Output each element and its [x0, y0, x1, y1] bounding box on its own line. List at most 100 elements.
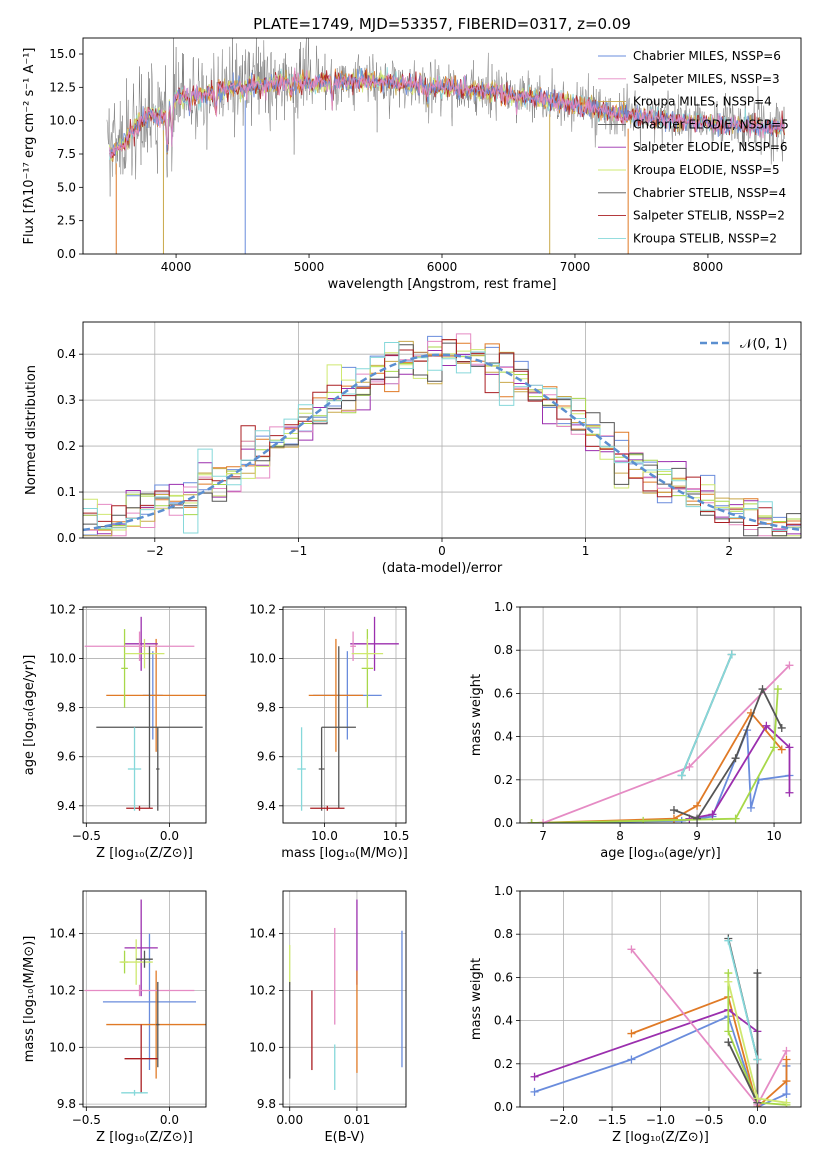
y-tick-label: 0.4 — [494, 730, 513, 744]
x-tick-label: 5000 — [294, 260, 325, 274]
series-marker — [773, 685, 782, 694]
x-tick-label: −0.5 — [694, 1113, 723, 1127]
series-marker — [669, 814, 678, 823]
y-tick-label: 10.0 — [49, 652, 76, 666]
age-vs-Z-plot-area — [84, 616, 206, 811]
y-tick-label: 2.5 — [57, 214, 76, 228]
y-tick-label: 9.6 — [257, 750, 276, 764]
error-point — [124, 1024, 158, 1093]
error-point — [318, 727, 325, 811]
residual-legend: 𝒩(0, 1) — [700, 337, 787, 352]
series-marker — [724, 1027, 733, 1036]
error-point — [310, 805, 345, 811]
series-marker — [762, 721, 771, 730]
y-tick-label: 7.5 — [57, 147, 76, 161]
residual-histogram — [83, 339, 801, 532]
y-axis-label: age [log₁₀(age/yr)] — [22, 655, 37, 776]
error-point — [321, 646, 356, 809]
y-tick-label: 10.2 — [49, 983, 76, 997]
y-tick-label: 0.2 — [57, 439, 76, 453]
series-marker — [693, 814, 702, 823]
mass-vs-ebv-plot-area — [289, 899, 403, 1090]
x-axis-label: wavelength [Angstrom, rest frame] — [328, 277, 557, 292]
y-axis-label: mass weight — [469, 674, 484, 756]
axes-frame — [282, 890, 407, 1108]
error-point — [136, 950, 153, 968]
y-tick-label: 10.0 — [49, 114, 76, 128]
series-marker — [782, 1098, 791, 1107]
y-axis-label: mass [log₁₀(M/M⊙)] — [22, 936, 37, 1063]
series-line — [527, 726, 794, 823]
y-tick-label: 0.0 — [494, 1100, 513, 1114]
residuals-panel: −2 −1 0 1 2 0.0 0.1 0.2 0.3 0.4 (data-model)/error… — [24, 321, 802, 576]
weight-vs-age-plot-area — [527, 650, 794, 823]
error-point — [121, 629, 128, 708]
y-tick-label: 9.4 — [257, 799, 276, 813]
weight-vs-age-panel: 7 8 9 10 0.0 0.2 0.4 0.6 0.8 1.0 age [log₁₀(age/yr… — [469, 600, 802, 861]
series-marker — [527, 819, 536, 823]
error-point — [84, 631, 195, 661]
y-tick-label: 0.0 — [494, 816, 513, 830]
legend-label: Kroupa ELODIE, NSSP=5 — [633, 163, 780, 177]
y-axis-label: Normed distribution — [24, 365, 39, 495]
series-marker — [708, 810, 717, 819]
y-tick-label: 0.0 — [57, 247, 76, 261]
series-marker — [753, 1055, 762, 1064]
age-vs-Z-panel: −0.5 0.0 9.4 9.6 9.8 10.0 10.2 Z [log₁₀(Z/Z⊙)] a… — [22, 602, 207, 861]
x-tick-label: −2 — [146, 544, 164, 558]
series-marker — [782, 1077, 791, 1086]
y-tick-label: 10.0 — [249, 1040, 276, 1054]
y-tick-label: 0.4 — [494, 1014, 513, 1028]
series-marker — [777, 723, 786, 732]
y-tick-label: 0.4 — [57, 347, 76, 361]
x-tick-label: 10.0 — [311, 829, 338, 843]
error-point — [124, 616, 158, 671]
series-marker — [627, 1055, 636, 1064]
x-tick-label: 6000 — [427, 260, 458, 274]
y-tick-label: 9.8 — [257, 701, 276, 715]
series-marker — [782, 1090, 791, 1099]
legend-label: Salpeter STELIB, NSSP=2 — [633, 209, 785, 223]
x-tick-label: 10.5 — [383, 829, 410, 843]
model-spectrum — [109, 67, 785, 159]
axes-frame — [82, 606, 207, 824]
y-axis-label: mass weight — [469, 958, 484, 1040]
series-path — [531, 689, 779, 823]
x-tick-label: 2 — [725, 544, 733, 558]
gaussian-curve — [83, 353, 801, 532]
series-marker — [753, 1094, 762, 1103]
x-tick-label: 0.0 — [160, 1113, 179, 1127]
x-tick-label: −1.5 — [597, 1113, 626, 1127]
series-line — [539, 661, 794, 823]
y-tick-label: 15.0 — [49, 47, 76, 61]
legend-label: Chabrier STELIB, NSSP=4 — [633, 186, 786, 200]
x-tick-label: 10 — [766, 829, 781, 843]
y-tick-label: 10.2 — [249, 983, 276, 997]
series-path — [727, 973, 787, 1106]
x-axis-label: mass [log₁₀(M/M⊙)] — [281, 846, 408, 861]
error-point — [106, 638, 206, 752]
y-tick-label: 0.1 — [57, 485, 76, 499]
x-axis-label: Z [log₁₀(Z/Z⊙)] — [96, 846, 193, 861]
legend-label: 𝒩(0, 1) — [740, 337, 787, 352]
series-marker — [770, 743, 779, 752]
mass-vs-Z-panel: −0.5 0.0 9.8 10.0 10.2 10.4 Z [log₁₀(Z/Z⊙)] mas… — [22, 890, 207, 1145]
y-tick-label: 10.2 — [249, 602, 276, 616]
series-marker — [785, 661, 794, 670]
error-point — [351, 638, 384, 669]
series-marker — [530, 1087, 539, 1096]
x-axis-label: age [log₁₀(age/yr)] — [600, 846, 721, 861]
spectrum-plot-area — [106, 38, 786, 254]
error-point — [350, 631, 356, 661]
y-tick-label: 5.0 — [57, 180, 76, 194]
x-tick-label: 8 — [616, 829, 624, 843]
error-point — [126, 805, 153, 811]
x-tick-label: 0.0 — [160, 829, 179, 843]
legend-label: Kroupa MILES, NSSP=4 — [633, 95, 772, 109]
axes-frame — [519, 606, 802, 824]
series-marker — [724, 977, 733, 986]
x-tick-label: −1 — [290, 544, 308, 558]
y-tick-label: 0.2 — [494, 1057, 513, 1071]
y-tick-label: 12.5 — [49, 80, 76, 94]
